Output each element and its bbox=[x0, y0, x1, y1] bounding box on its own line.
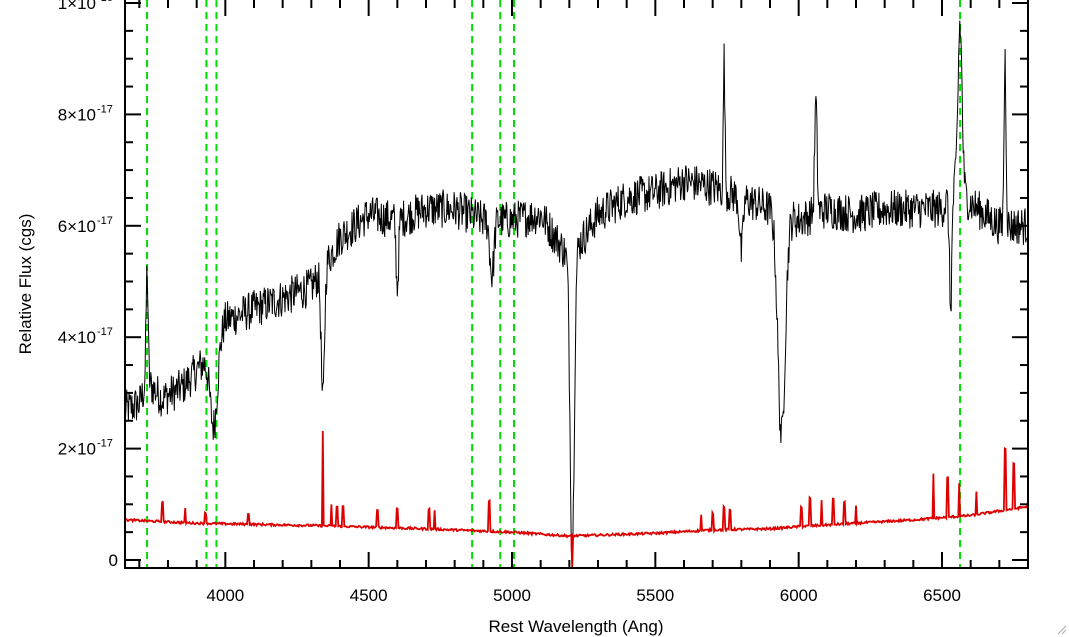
x-tick-label: 5500 bbox=[636, 586, 674, 605]
y-tick-labels: 02×10-174×10-176×10-178×10-171×10-16 bbox=[58, 0, 118, 570]
x-tick-label: 4500 bbox=[350, 586, 388, 605]
spectrum-error-line bbox=[125, 430, 1028, 568]
series-layer bbox=[125, 20, 1028, 568]
y-tick-label: 0 bbox=[109, 551, 118, 570]
y-tick-label: 4×10 bbox=[58, 328, 96, 347]
x-tick-labels: 4000 4500 5000 5500 6000 6500 bbox=[206, 586, 960, 605]
x-tick-label: 5000 bbox=[493, 586, 531, 605]
y-tick-label: 2×10 bbox=[58, 440, 96, 459]
x-tick-label: 4000 bbox=[206, 586, 244, 605]
axis-ticks bbox=[125, 0, 1029, 568]
y-tick-exponent: -16 bbox=[97, 0, 113, 4]
y-tick-exponent: -17 bbox=[97, 103, 113, 115]
resize-grip-icon[interactable] bbox=[1055, 623, 1067, 635]
y-axis-label: Relative Flux (cgs) bbox=[16, 214, 35, 355]
y-tick-exponent: -17 bbox=[97, 326, 113, 338]
y-tick-label: 6×10 bbox=[58, 217, 96, 236]
plot-frame bbox=[124, 0, 1029, 569]
y-tick-label: 8×10 bbox=[58, 105, 96, 124]
x-axis-label: Rest Wavelength (Ang) bbox=[488, 617, 663, 636]
x-tick-label: 6500 bbox=[923, 586, 961, 605]
y-tick-label: 1×10 bbox=[58, 0, 96, 13]
emission-line-markers bbox=[146, 0, 962, 568]
x-tick-label: 6000 bbox=[780, 586, 818, 605]
spectrum-flux-line bbox=[125, 20, 1028, 561]
y-tick-exponent: -17 bbox=[97, 215, 113, 227]
y-tick-exponent: -17 bbox=[97, 438, 113, 450]
